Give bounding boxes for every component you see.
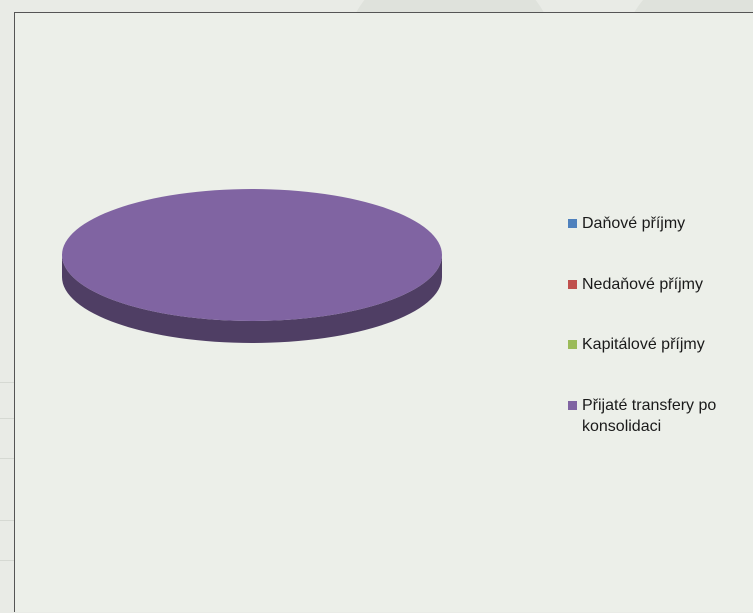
legend-swatch — [568, 401, 577, 410]
legend-label: Nedaňové příjmy — [582, 276, 703, 293]
pie-slice — [62, 189, 442, 321]
legend-item: Daňové příjmy — [568, 213, 753, 234]
legend-label: Daňové příjmy — [582, 215, 686, 232]
chart-area: Daňové příjmy Nedaňové příjmy Kapitálové… — [14, 12, 753, 612]
pie-chart — [62, 189, 442, 343]
pie-slice-side — [62, 255, 442, 343]
legend-label: Kapitálové příjmy — [582, 336, 705, 353]
legend-label: Přijaté transfery po konsolidaci — [582, 397, 717, 435]
legend-swatch — [568, 340, 577, 349]
legend-swatch — [568, 219, 577, 228]
legend-swatch — [568, 280, 577, 289]
legend-item: Přijaté transfery po konsolidaci — [568, 395, 753, 437]
legend-item: Kapitálové příjmy — [568, 334, 753, 355]
legend-item: Nedaňové příjmy — [568, 274, 753, 295]
